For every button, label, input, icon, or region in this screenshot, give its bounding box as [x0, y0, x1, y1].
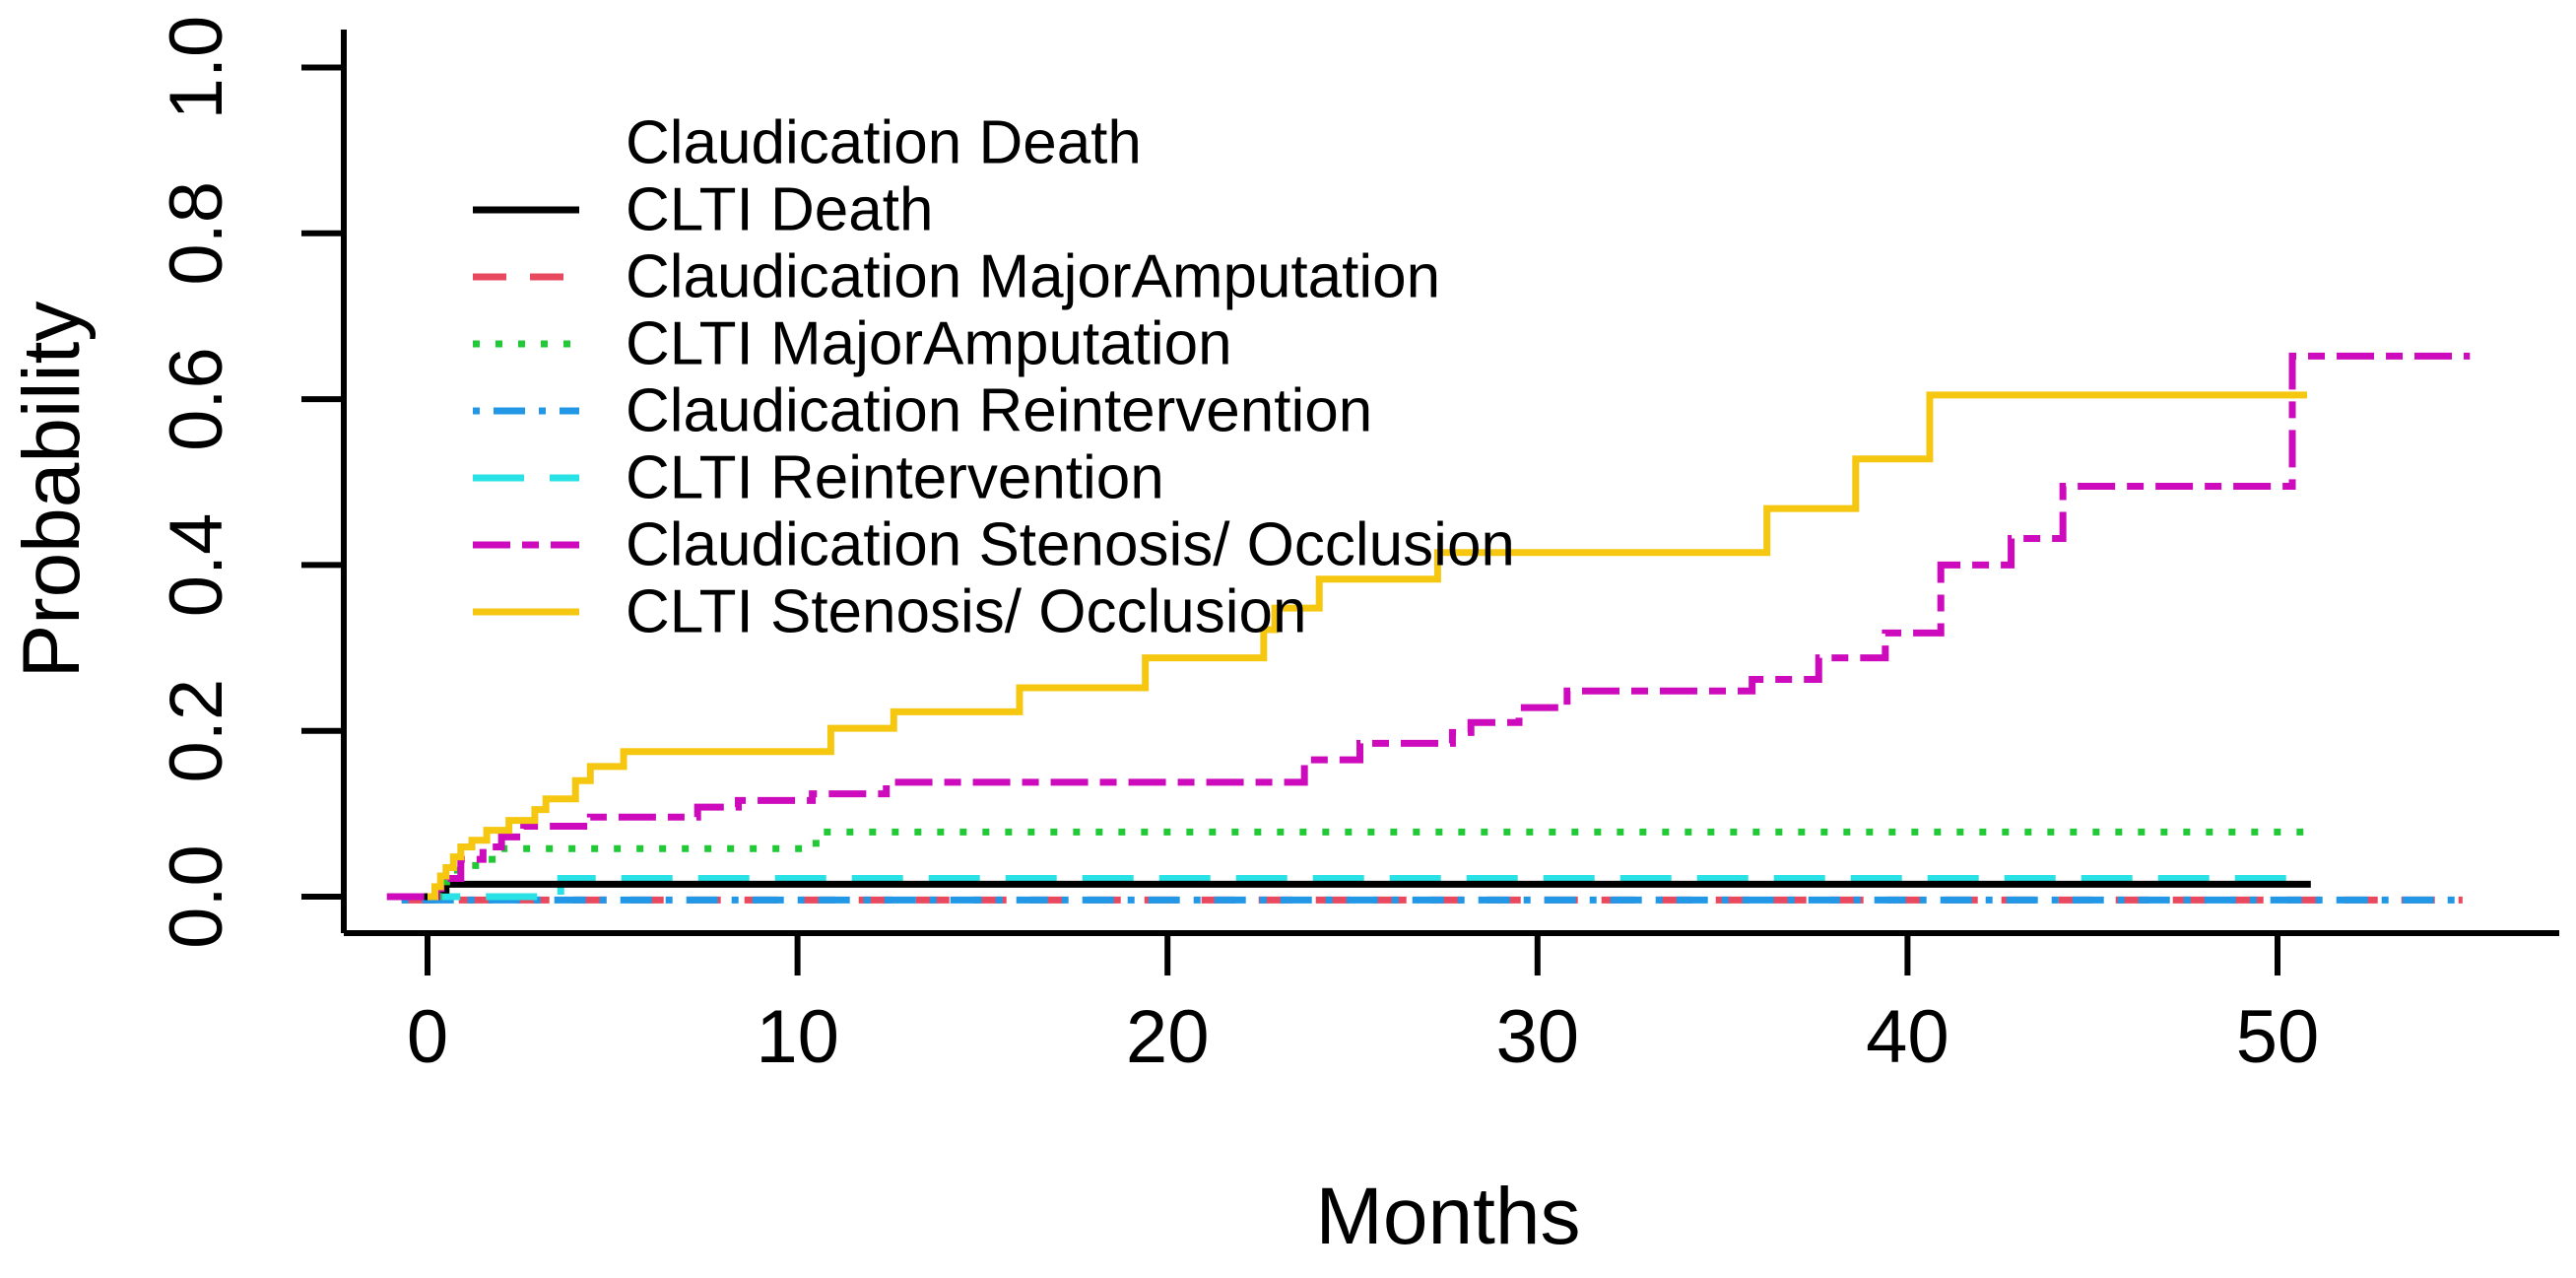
series-curve-clti-majoramputation [412, 828, 2304, 901]
x-tick-label: 30 [1496, 995, 1580, 1079]
legend-label: CLTI Stenosis/ Occlusion [626, 578, 1306, 646]
legend-label: CLTI Death [626, 176, 933, 244]
y-tick-label: 0.0 [155, 844, 238, 949]
legend-label: CLTI Reintervention [626, 444, 1164, 512]
x-tick-label: 0 [407, 995, 448, 1079]
x-tick-label: 50 [2236, 995, 2320, 1079]
y-tick-label: 0.8 [155, 181, 238, 286]
y-axis-title: Probability [7, 302, 97, 679]
legend-label: Claudication Death [626, 109, 1142, 177]
x-tick-label: 20 [1126, 995, 1210, 1079]
legend-label: Claudication MajorAmputation [626, 243, 1440, 311]
y-tick-label: 0.2 [155, 679, 238, 783]
series-curve-clti-stenosis-occlusion [428, 391, 2308, 901]
x-axis-title: Months [1316, 1172, 1581, 1261]
series-curve-clti-death [416, 880, 2311, 901]
legend-label: Claudication Reintervention [626, 377, 1372, 445]
legend-label: CLTI MajorAmputation [626, 310, 1232, 378]
legend-label: Claudication Stenosis/ Occlusion [626, 511, 1515, 579]
y-tick-label: 1.0 [155, 16, 238, 120]
y-tick-label: 0.4 [155, 513, 238, 618]
series-curve-claudication-stenosis-occlusion [386, 352, 2471, 901]
y-tick-label: 0.6 [155, 347, 238, 451]
x-tick-label: 40 [1866, 995, 1949, 1079]
x-tick-label: 10 [756, 995, 839, 1079]
